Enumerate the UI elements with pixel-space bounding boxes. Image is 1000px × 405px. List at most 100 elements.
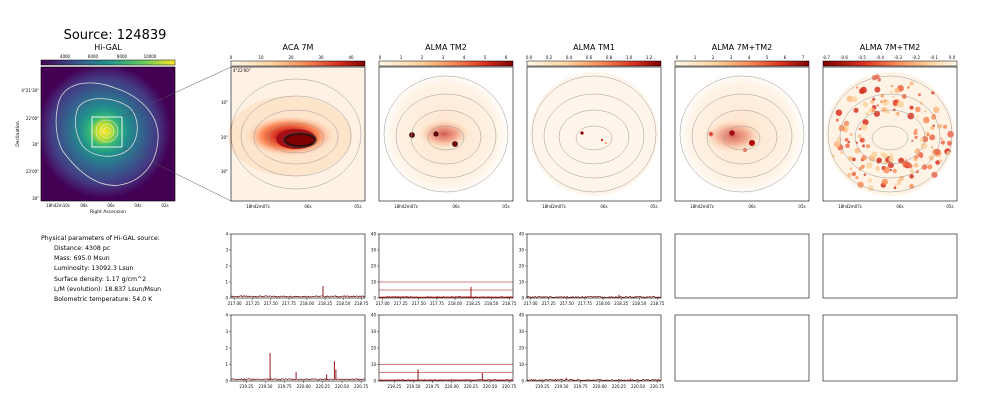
aca-cbar-tick: 30	[318, 55, 324, 60]
diff-cbar-tick: -0.6	[840, 55, 848, 60]
tm1-xtick: 06s	[600, 204, 607, 209]
y-tick-label: 0	[373, 295, 376, 300]
diff-speckle	[861, 155, 867, 161]
higal-ytick: 4°21'30"	[21, 88, 39, 93]
physical-parameters: Physical parameters of Hi-GAL source: Di…	[41, 235, 161, 303]
diff-speckle	[838, 124, 845, 132]
x-tick-label: 218.50	[336, 301, 350, 306]
spectrum-frame	[230, 233, 366, 299]
x-tick-label: 219.25	[239, 384, 253, 389]
diff-speckle	[847, 140, 851, 144]
diff-speckle	[888, 156, 894, 163]
tm2-xtick: 06s	[452, 204, 459, 209]
y-tick-label: 40	[371, 312, 377, 317]
physical-line: Distance: 4308 pc	[54, 245, 111, 252]
x-tick-label: 219.50	[406, 384, 420, 389]
x-tick-label: 220.25	[612, 384, 626, 389]
tm1-cbar-tick: 0.8	[606, 55, 613, 60]
tm7m-cbar-tick: 5	[766, 55, 769, 60]
diff-xtick: 18h42m07s	[838, 204, 862, 209]
diff-speckle	[940, 137, 943, 140]
diff-speckle	[871, 151, 878, 158]
y-tick-label: 2	[225, 263, 228, 268]
higal-colorbar-ticks: 4000 6000 8000 10000	[60, 54, 157, 59]
diff-speckle	[851, 171, 857, 177]
spectrum-frame	[526, 233, 662, 299]
diff-speckle	[893, 186, 897, 189]
tm2-cbar-tick: 1	[400, 55, 403, 60]
higal-map	[40, 66, 176, 202]
tm2-cbar-tick: 5	[484, 55, 487, 60]
y-tick-label: 20	[519, 345, 525, 350]
diff-speckle	[892, 95, 895, 98]
tm7m-cbar-tick: 2	[712, 55, 715, 60]
diff-speckle	[833, 140, 841, 148]
zoom-connector-bottom	[121, 146, 232, 202]
aca-cbar-tick: 40	[348, 55, 354, 60]
x-tick-label: 218.50	[484, 301, 498, 306]
diff-speckle	[863, 173, 866, 176]
tm1-title: ALMA TM1	[573, 43, 615, 52]
physical-line: Mass: 695.0 Msun	[54, 255, 110, 262]
diff-speckle	[866, 162, 873, 169]
diff-speckle	[875, 74, 880, 79]
x-tick-label: 217.25	[246, 301, 260, 306]
diff-speckle	[931, 146, 934, 149]
diff-speckle	[938, 159, 943, 163]
higal-ytick: 22'00"	[26, 116, 39, 121]
y-tick-label: 4	[225, 312, 228, 317]
x-tick-label: 217.75	[430, 301, 444, 306]
diff-speckle	[943, 124, 947, 129]
diff-speckle	[915, 106, 921, 113]
diff-speckle	[892, 168, 897, 174]
diff-speckle	[874, 86, 881, 93]
tm7m-map	[674, 66, 810, 202]
tm7m-cbar-tick: 0	[676, 55, 679, 60]
diff-speckle	[851, 96, 858, 103]
spectrum-frame	[378, 314, 514, 382]
diff-speckle	[857, 134, 862, 139]
y-tick-label: 20	[371, 263, 377, 268]
diff-speckle	[882, 152, 888, 159]
tm2-xticks: 18h42m07s 06s 05s	[394, 204, 509, 209]
x-tick-label: 218.00	[300, 301, 314, 306]
physical-line: Luminosity: 13092.3 Lsun	[54, 265, 133, 272]
diff-speckle	[917, 152, 924, 158]
higal-ytick: 30"	[32, 142, 39, 147]
tm1-colorbar-ticks: 0.0 0.2 0.4 0.6 0.8 1.0 1.2	[526, 55, 653, 60]
higal-ytick: 23'00"	[26, 169, 39, 174]
higal-ytick: 30"	[32, 196, 39, 201]
y-tick-label: 10	[519, 279, 525, 284]
diff-speckle	[932, 124, 935, 127]
zoom-connector-top	[121, 66, 232, 118]
diff-speckle	[907, 163, 913, 169]
diff-cbar-tick: -0.1	[930, 55, 938, 60]
diff-map	[822, 66, 958, 202]
diff-speckle	[909, 174, 914, 179]
x-tick-label: 218.00	[596, 301, 610, 306]
tm1-map	[526, 66, 662, 202]
empty-spectrum-7m-tm2-bottom	[674, 314, 810, 382]
x-tick-label: 220.25	[464, 384, 478, 389]
diff-speckle	[901, 94, 907, 99]
higal-xlabel: Right Ascension	[90, 209, 126, 215]
diff-xticks: 18h42m07s 06s 05s	[838, 204, 953, 209]
y-tick-label: 3	[225, 247, 228, 252]
higal-yticks: 4°21'30" 22'00" 30" 23'00" 30"	[21, 88, 39, 201]
spectrum-frame	[378, 233, 514, 299]
y-tick-label: 30	[371, 329, 377, 334]
diff-speckle	[911, 139, 914, 142]
tm2-colorbar	[378, 60, 514, 67]
diff-speckle	[865, 112, 869, 116]
diff-cbar-tick: -0.4	[876, 55, 884, 60]
diff-speckle	[909, 169, 914, 173]
diff-speckle	[860, 164, 865, 169]
spectrum-line	[230, 378, 366, 381]
x-tick-label: 217.00	[376, 301, 390, 306]
diff-speckle	[867, 178, 873, 183]
diff-speckle	[897, 179, 901, 183]
tm1-colorbar	[526, 60, 662, 67]
tm7m-colorbar	[674, 60, 810, 67]
diff-speckle	[887, 111, 890, 114]
y-tick-label: 20	[519, 263, 525, 268]
